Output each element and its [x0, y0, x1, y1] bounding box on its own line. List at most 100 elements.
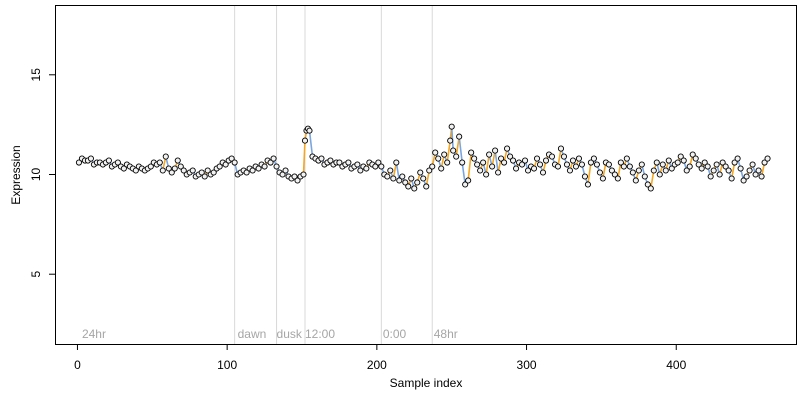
data-point — [692, 155, 699, 162]
data-point — [444, 159, 451, 166]
data-point — [510, 157, 517, 164]
trend-segment — [455, 136, 460, 157]
data-point — [722, 163, 729, 170]
data-point — [168, 169, 175, 176]
data-point — [399, 173, 406, 180]
data-point — [426, 167, 433, 174]
data-points — [75, 123, 771, 192]
data-point — [689, 151, 696, 158]
data-point — [710, 167, 717, 174]
data-point — [569, 157, 577, 164]
trend-segment — [446, 140, 451, 163]
data-point — [405, 183, 412, 190]
data-point — [456, 133, 463, 140]
data-point — [513, 165, 520, 172]
data-point — [716, 171, 723, 178]
data-point — [477, 167, 484, 174]
data-point — [686, 163, 693, 170]
data-point — [596, 169, 603, 176]
data-point — [228, 155, 235, 162]
data-point — [641, 173, 648, 180]
data-point — [743, 173, 750, 180]
data-point — [114, 159, 121, 166]
data-point — [731, 159, 738, 166]
data-point — [204, 167, 211, 174]
data-point — [180, 167, 187, 174]
data-point — [411, 185, 418, 192]
x-axis-label: Sample index — [390, 376, 463, 390]
data-point — [498, 155, 505, 162]
data-point — [372, 163, 379, 170]
data-point — [572, 163, 579, 170]
y-tick-label: 15 — [29, 68, 43, 82]
data-point — [728, 175, 735, 182]
data-point — [448, 123, 455, 130]
data-point — [354, 161, 361, 168]
data-point — [441, 151, 448, 158]
data-point — [294, 177, 301, 184]
data-point — [306, 127, 313, 134]
data-point — [680, 157, 687, 164]
data-point — [282, 167, 289, 174]
data-point — [435, 155, 442, 162]
data-point — [255, 165, 262, 172]
trend-segment — [587, 162, 592, 185]
x-tick-label: 100 — [217, 358, 237, 372]
data-point — [105, 157, 112, 164]
data-point — [707, 173, 714, 180]
data-point — [620, 163, 627, 170]
data-point — [557, 145, 565, 152]
data-point — [216, 163, 223, 170]
data-point — [390, 175, 397, 182]
trend-segment — [494, 150, 499, 173]
data-point — [504, 145, 511, 152]
x-tick-label: 400 — [666, 358, 686, 372]
data-point — [375, 159, 382, 166]
data-point — [599, 175, 606, 182]
data-point — [758, 173, 765, 180]
data-point — [210, 169, 217, 176]
data-point — [608, 167, 615, 174]
data-point — [704, 163, 711, 170]
data-point — [132, 167, 139, 174]
phase-label: 48hr — [434, 327, 458, 341]
data-point — [387, 167, 394, 174]
data-point — [393, 159, 400, 166]
data-point — [489, 163, 496, 170]
data-point — [231, 159, 238, 166]
data-point — [273, 163, 280, 170]
data-point — [560, 153, 568, 160]
data-point — [201, 173, 208, 180]
data-point — [614, 175, 621, 182]
x-axis: 0 100 200 300 400 — [74, 344, 687, 372]
data-point — [471, 155, 478, 162]
data-point — [752, 171, 759, 178]
data-point — [554, 163, 562, 170]
data-point — [189, 167, 196, 174]
data-point — [447, 137, 454, 144]
phase-labels: 24hr dawn dusk 12:00 0:00 48hr — [82, 327, 458, 341]
data-point — [357, 167, 364, 174]
phase-label: 12:00 — [305, 327, 335, 341]
data-point — [384, 173, 391, 180]
data-point — [438, 165, 445, 172]
data-point — [644, 181, 651, 188]
data-point — [566, 167, 574, 174]
data-point — [162, 153, 169, 160]
trend-segment — [302, 140, 306, 175]
data-point — [87, 155, 94, 162]
data-point — [605, 161, 612, 168]
data-point — [465, 177, 472, 184]
data-point — [327, 157, 334, 164]
data-point — [635, 167, 642, 174]
data-point — [683, 167, 690, 174]
data-point — [548, 153, 556, 160]
y-tick-label: 10 — [29, 168, 43, 182]
data-point — [632, 177, 639, 184]
data-point — [665, 157, 672, 164]
data-point — [318, 155, 325, 162]
data-point — [462, 181, 469, 188]
data-point — [267, 159, 274, 166]
data-point — [713, 161, 720, 168]
y-axis-label: Expression — [9, 145, 23, 204]
